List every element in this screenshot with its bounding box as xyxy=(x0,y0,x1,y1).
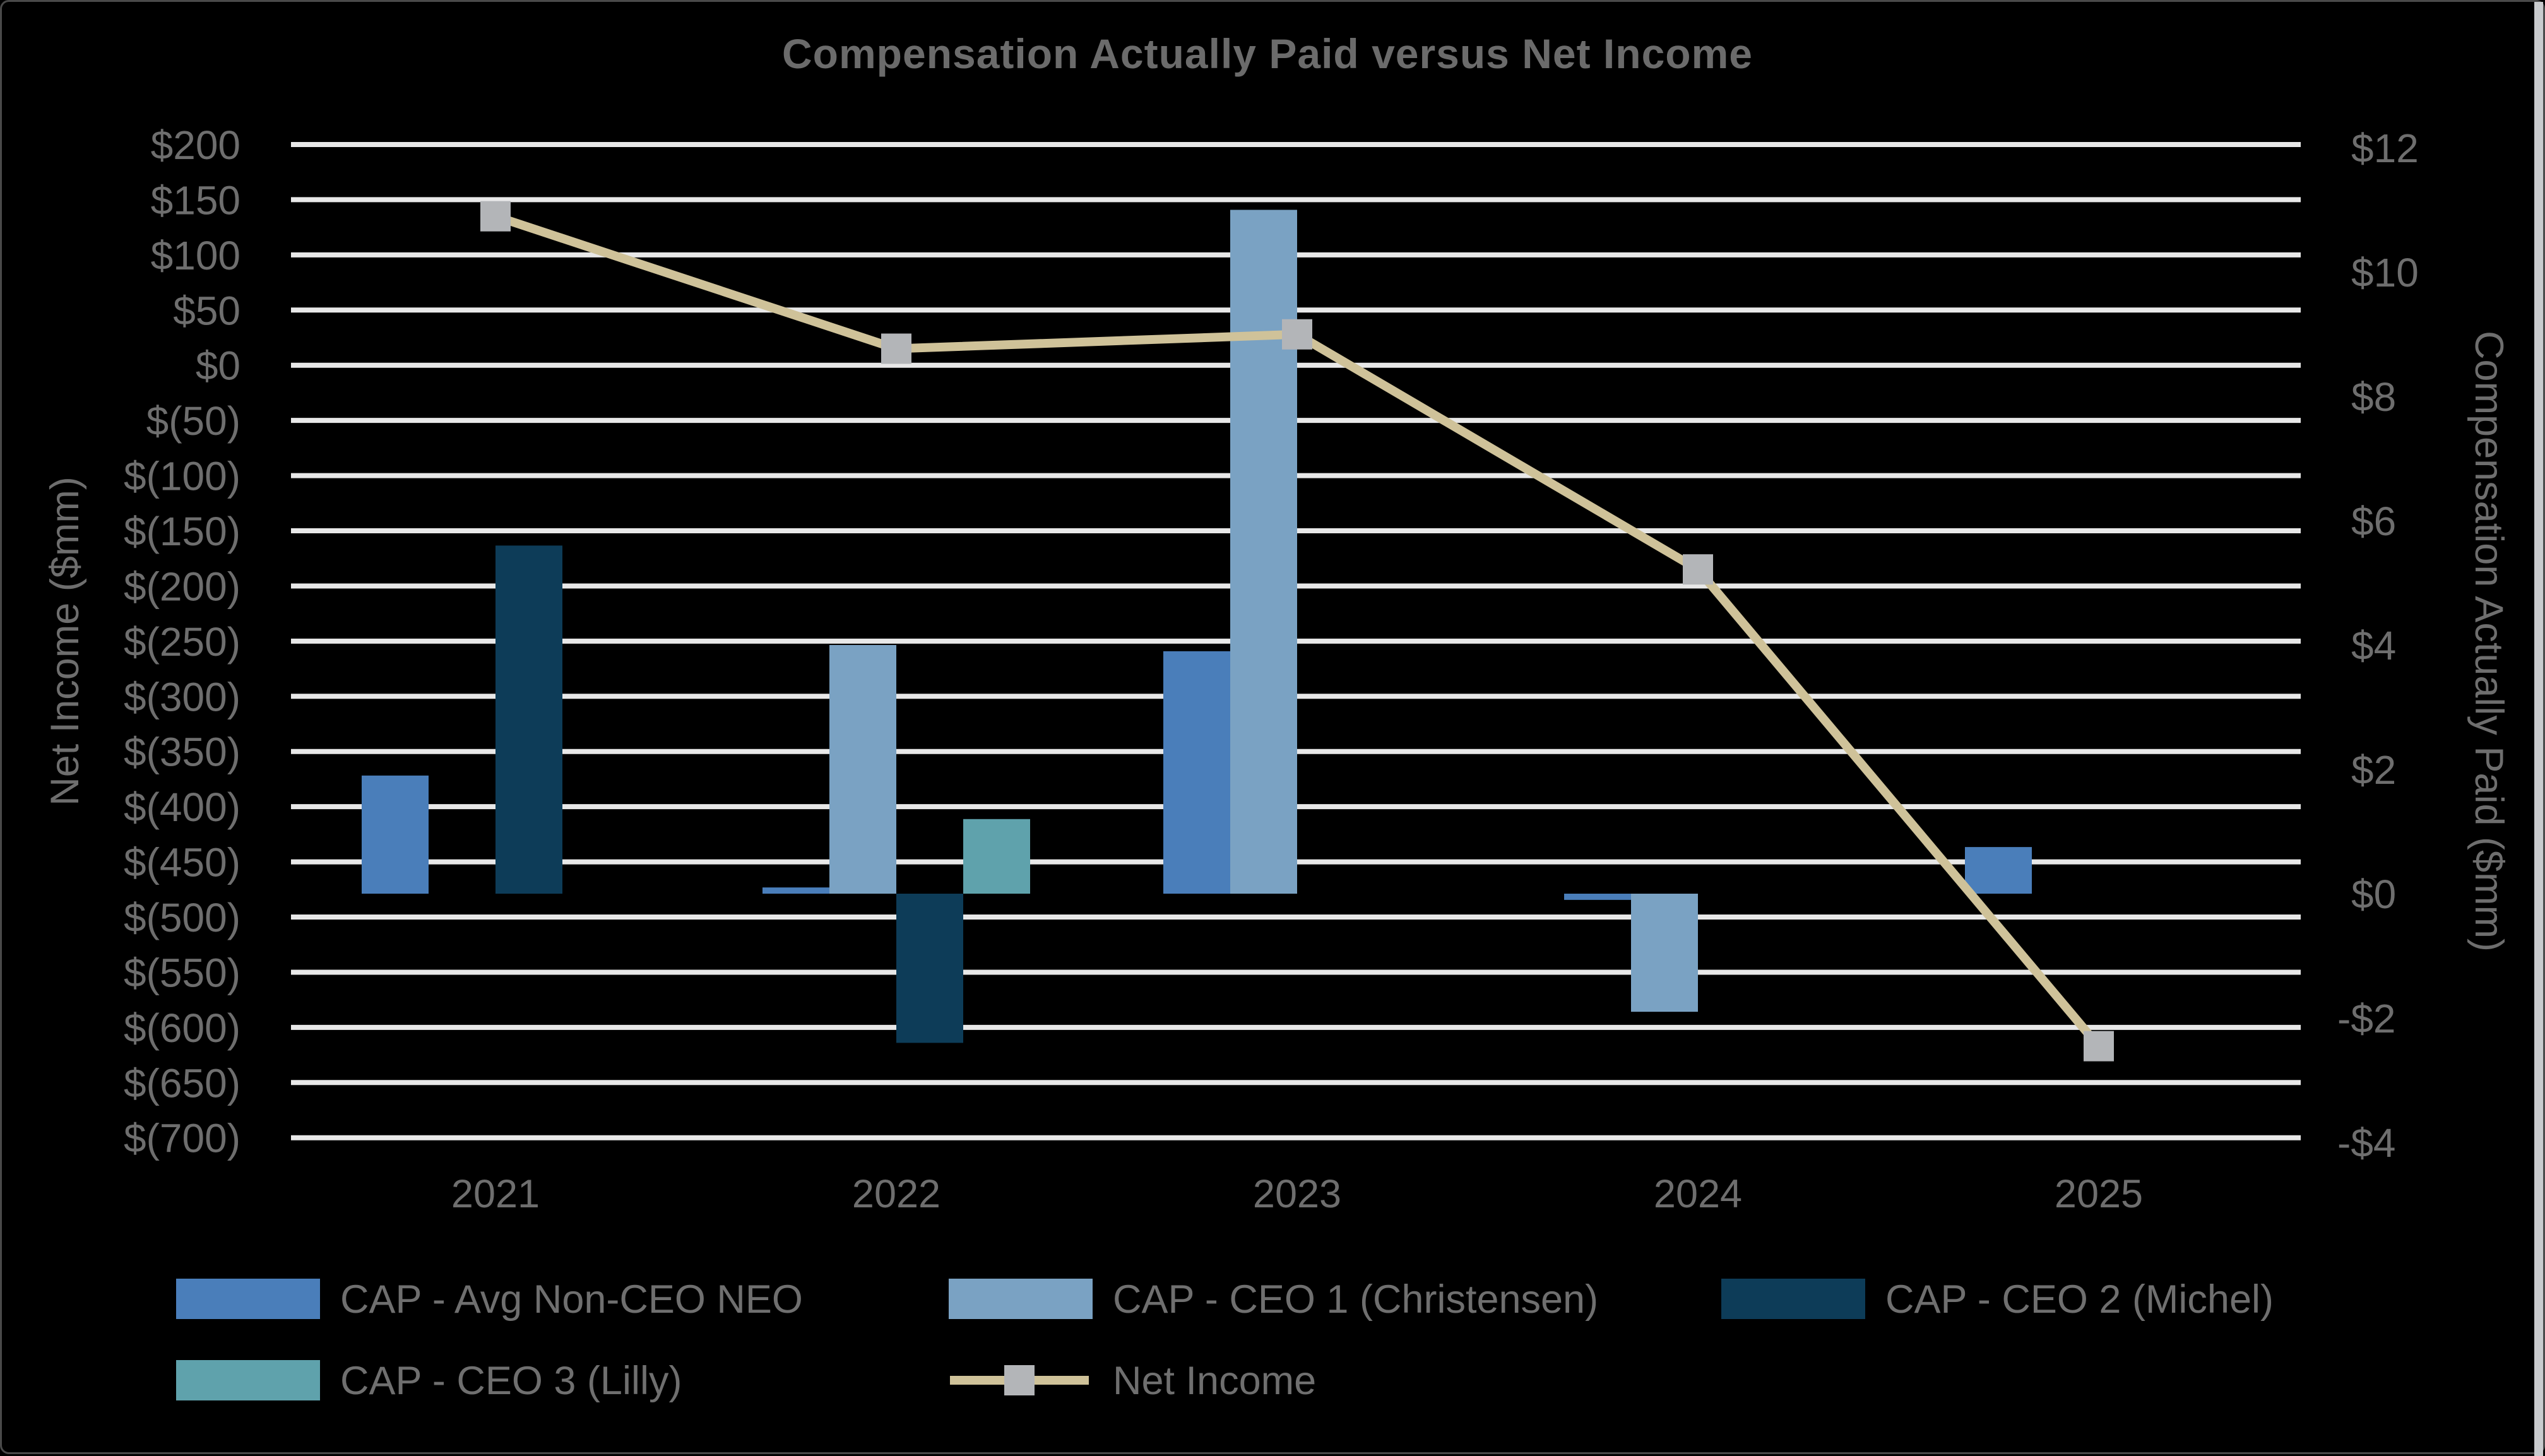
left-axis-tick-label: $(100) xyxy=(124,454,240,499)
right-axis-title: Compensation Actually Paid ($mm) xyxy=(2467,331,2511,952)
bar-cap-avg-non-ceo-neo-2021[interactable] xyxy=(362,775,429,894)
right-axis-tick-label: $10 xyxy=(2351,250,2419,295)
bar-cap-ceo-1-christensen--2023[interactable] xyxy=(1230,210,1297,894)
legend-swatch-avg-non-ceo-neo[interactable] xyxy=(176,1279,320,1319)
legend-swatch-ceo-2[interactable] xyxy=(1721,1279,1865,1319)
bar-cap-avg-non-ceo-neo-2025[interactable] xyxy=(1965,847,2032,894)
left-axis-tick-label: $(400) xyxy=(124,784,240,830)
left-axis-tick-label: $(250) xyxy=(124,619,240,665)
legend-swatch-ceo-3[interactable] xyxy=(176,1360,320,1400)
left-axis-tick-label: $(600) xyxy=(124,1005,240,1051)
legend-swatch-ceo-1[interactable] xyxy=(949,1279,1093,1319)
right-axis-tick-label: -$2 xyxy=(2337,996,2396,1041)
bar-cap-ceo-3-lilly--2022[interactable] xyxy=(963,819,1030,894)
legend-label-ceo-3[interactable]: CAP - CEO 3 (Lilly) xyxy=(340,1359,682,1403)
bar-cap-avg-non-ceo-neo-2023[interactable] xyxy=(1163,651,1230,894)
legend-label-net-income[interactable]: Net Income xyxy=(1113,1359,1317,1403)
net-income-marker-2023[interactable] xyxy=(1282,319,1312,350)
left-axis-tick-label: $(300) xyxy=(124,674,240,719)
right-axis-tick-label: $2 xyxy=(2351,747,2396,793)
left-axis-tick-label: $(450) xyxy=(124,840,240,885)
left-axis-tick-label: $(200) xyxy=(124,564,240,609)
x-axis-year-label: 2021 xyxy=(451,1172,540,1216)
net-income-marker-2021[interactable] xyxy=(480,201,511,232)
left-axis-tick-label: $(500) xyxy=(124,895,240,940)
legend-label-avg-non-ceo-neo[interactable]: CAP - Avg Non-CEO NEO xyxy=(340,1277,803,1322)
right-edge-strip xyxy=(2534,2,2543,1456)
legend-label-ceo-2[interactable]: CAP - CEO 2 (Michel) xyxy=(1885,1277,2274,1322)
left-axis-title: Net Income ($mm) xyxy=(43,476,87,806)
bar-cap-avg-non-ceo-neo-2024[interactable] xyxy=(1564,894,1631,900)
net-income-marker-2022[interactable] xyxy=(881,333,911,364)
left-axis-tick-label: $(150) xyxy=(124,509,240,554)
net-income-marker-2025[interactable] xyxy=(2084,1031,2114,1062)
right-axis-tick-label: $6 xyxy=(2351,499,2396,544)
legend-net-income-marker-icon xyxy=(1004,1365,1035,1395)
right-axis-tick-label: $12 xyxy=(2351,126,2419,171)
left-axis-tick-label: $100 xyxy=(151,233,240,278)
left-axis-tick-label: $(700) xyxy=(124,1116,240,1161)
left-axis-tick-label: $(650) xyxy=(124,1060,240,1106)
right-axis-tick-label: $8 xyxy=(2351,374,2396,420)
left-axis-tick-label: $(350) xyxy=(124,730,240,775)
left-axis-tick-label: $150 xyxy=(151,177,240,223)
x-axis-year-label: 2022 xyxy=(852,1172,940,1216)
bar-cap-avg-non-ceo-neo-2022[interactable] xyxy=(762,887,829,894)
legend-label-ceo-1[interactable]: CAP - CEO 1 (Christensen) xyxy=(1113,1277,1599,1322)
left-axis-tick-label: $(50) xyxy=(146,398,240,444)
bar-cap-ceo-1-christensen--2022[interactable] xyxy=(829,645,896,894)
bar-cap-ceo-2-michel--2022[interactable] xyxy=(896,894,963,1043)
x-axis-year-label: 2025 xyxy=(2055,1172,2143,1216)
chart-title: Compensation Actually Paid versus Net In… xyxy=(782,30,1753,77)
left-axis-tick-label: $200 xyxy=(151,122,240,168)
right-axis-tick-label: $4 xyxy=(2351,623,2396,668)
left-axis-tick-label: $(550) xyxy=(124,950,240,995)
left-axis-tick-label: $0 xyxy=(196,343,240,389)
bar-cap-ceo-1-christensen--2024[interactable] xyxy=(1631,894,1698,1012)
x-axis-year-label: 2024 xyxy=(1654,1172,1742,1216)
net-income-marker-2024[interactable] xyxy=(1683,554,1713,585)
x-axis-year-label: 2023 xyxy=(1253,1172,1341,1216)
right-axis-tick-label: -$4 xyxy=(2337,1120,2396,1166)
left-axis-tick-label: $50 xyxy=(173,288,240,333)
right-axis-tick-label: $0 xyxy=(2351,872,2396,917)
bar-cap-ceo-2-michel--2021[interactable] xyxy=(495,545,562,894)
